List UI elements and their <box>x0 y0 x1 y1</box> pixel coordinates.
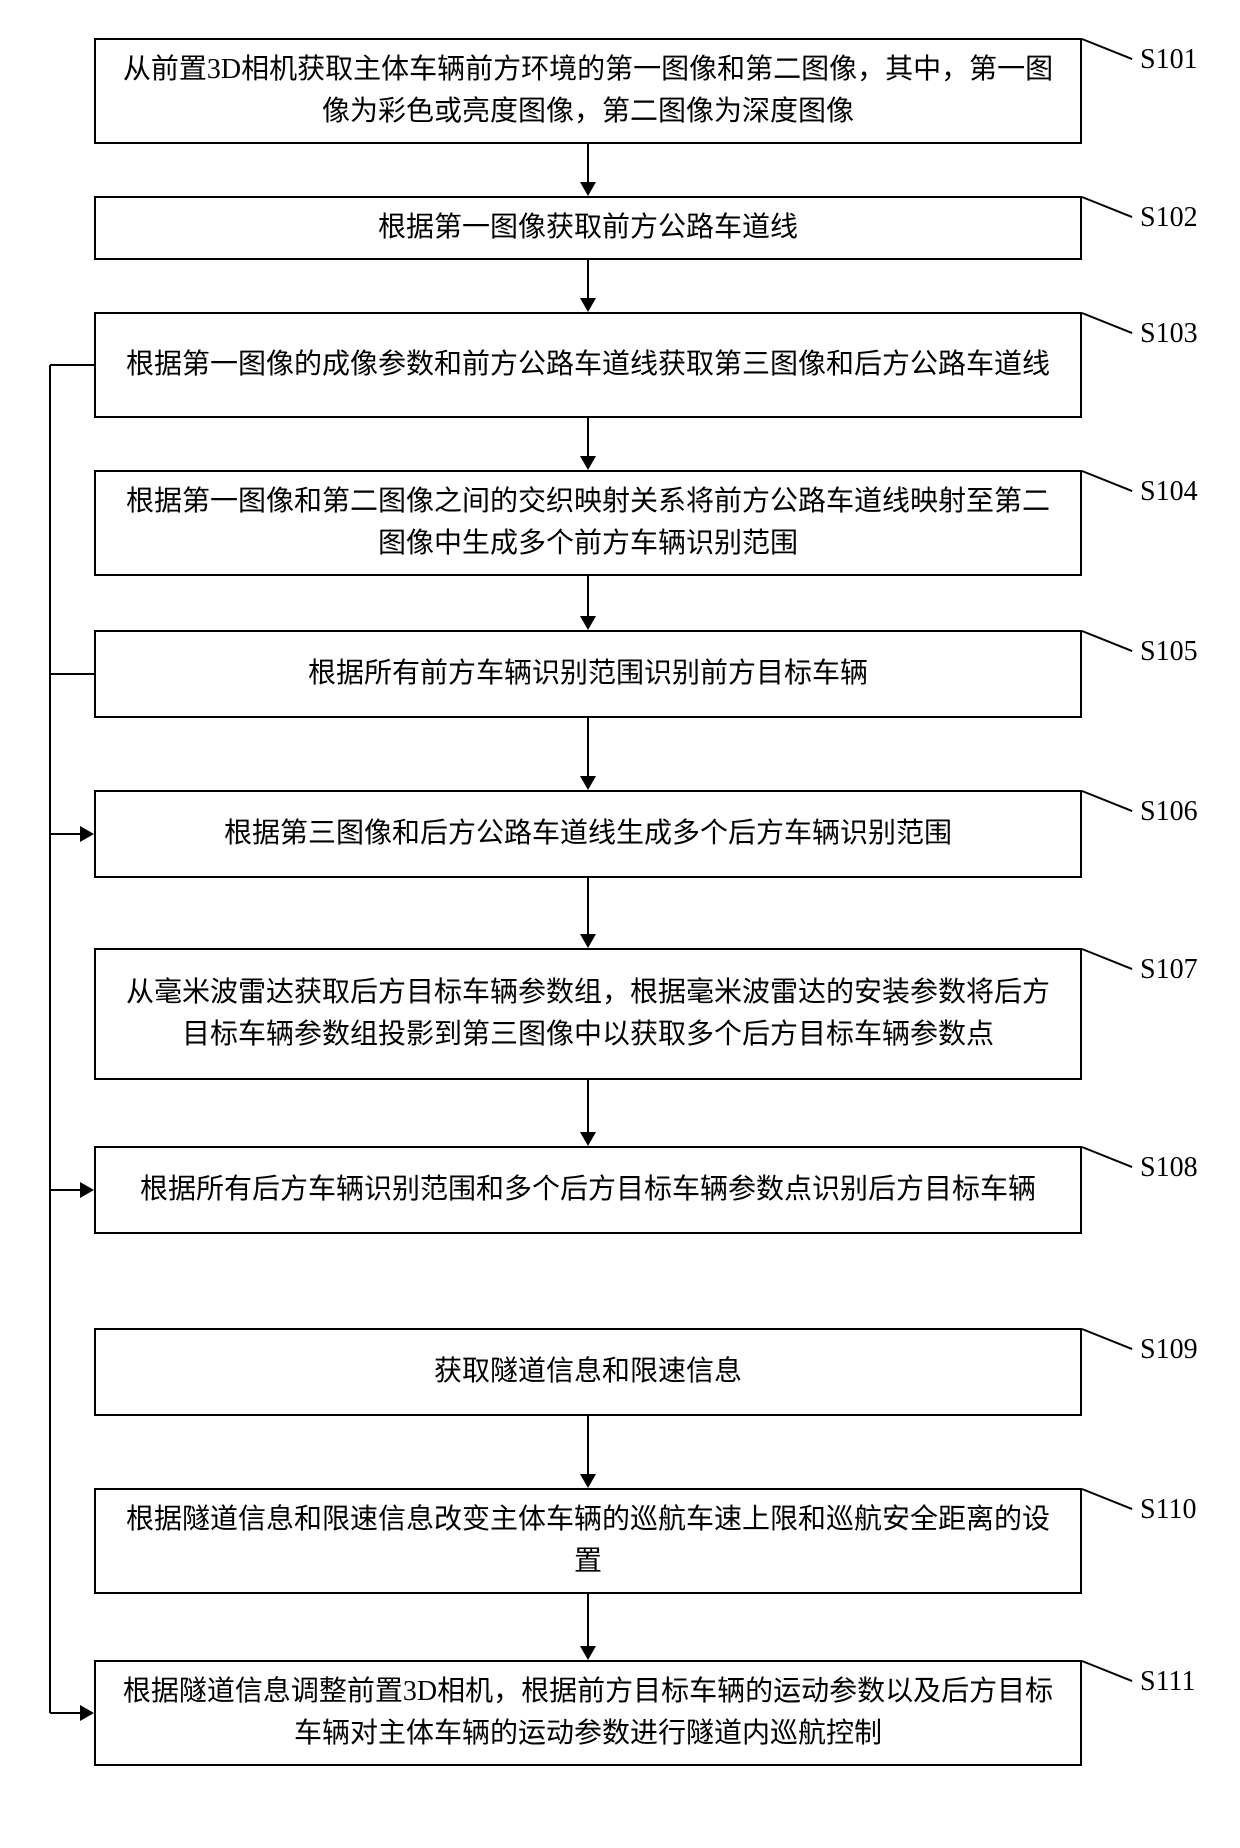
feedback-in-arrowhead <box>80 1182 94 1198</box>
step-box-s101: 从前置3D相机获取主体车辆前方环境的第一图像和第二图像，其中，第一图像为彩色或亮… <box>94 38 1082 144</box>
leader-line <box>1082 948 1133 970</box>
leader-line <box>1082 312 1133 334</box>
arrow-line <box>587 1594 589 1648</box>
arrow-line <box>587 144 589 184</box>
arrow-head <box>580 182 596 196</box>
leader-line <box>1082 630 1133 652</box>
step-label-s107: S107 <box>1140 954 1198 986</box>
feedback-in-arrowhead <box>80 826 94 842</box>
step-text: 根据所有后方车辆识别范围和多个后方目标车辆参数点识别后方目标车辆 <box>140 1169 1036 1211</box>
feedback-out-line <box>50 364 94 366</box>
arrow-head <box>580 298 596 312</box>
arrow-line <box>587 260 589 300</box>
step-box-s103: 根据第一图像的成像参数和前方公路车道线获取第三图像和后方公路车道线 <box>94 312 1082 418</box>
step-label-s111: S111 <box>1140 1666 1196 1698</box>
step-text: 根据第一图像获取前方公路车道线 <box>378 207 798 249</box>
arrow-line <box>587 1080 589 1134</box>
step-text: 根据第一图像和第二图像之间的交织映射关系将前方公路车道线映射至第二图像中生成多个… <box>114 481 1062 565</box>
leader-line <box>1082 1328 1133 1350</box>
step-box-s104: 根据第一图像和第二图像之间的交织映射关系将前方公路车道线映射至第二图像中生成多个… <box>94 470 1082 576</box>
arrow-head <box>580 1474 596 1488</box>
feedback-in-line <box>50 1189 82 1191</box>
leader-line <box>1082 1488 1133 1510</box>
arrow-line <box>587 718 589 778</box>
arrow-head <box>580 1132 596 1146</box>
arrow-head <box>580 934 596 948</box>
step-label-s102: S102 <box>1140 202 1198 234</box>
arrow-head <box>580 616 596 630</box>
step-text: 根据第一图像的成像参数和前方公路车道线获取第三图像和后方公路车道线 <box>126 344 1050 386</box>
step-label-s105: S105 <box>1140 636 1198 668</box>
arrow-head <box>580 1646 596 1660</box>
step-box-s111: 根据隧道信息调整前置3D相机，根据前方目标车辆的运动参数以及后方目标车辆对主体车… <box>94 1660 1082 1766</box>
step-box-s107: 从毫米波雷达获取后方目标车辆参数组，根据毫米波雷达的安装参数将后方目标车辆参数组… <box>94 948 1082 1080</box>
step-box-s109: 获取隧道信息和限速信息 <box>94 1328 1082 1416</box>
leader-line <box>1082 1146 1133 1168</box>
step-text: 从前置3D相机获取主体车辆前方环境的第一图像和第二图像，其中，第一图像为彩色或亮… <box>114 49 1062 133</box>
arrow-line <box>587 418 589 458</box>
step-label-s103: S103 <box>1140 318 1198 350</box>
step-label-s110: S110 <box>1140 1494 1197 1526</box>
step-box-s110: 根据隧道信息和限速信息改变主体车辆的巡航车速上限和巡航安全距离的设置 <box>94 1488 1082 1594</box>
feedback-out-line <box>50 673 94 675</box>
step-label-s108: S108 <box>1140 1152 1198 1184</box>
step-text: 根据隧道信息调整前置3D相机，根据前方目标车辆的运动参数以及后方目标车辆对主体车… <box>114 1671 1062 1755</box>
step-text: 根据第三图像和后方公路车道线生成多个后方车辆识别范围 <box>224 813 952 855</box>
step-label-s101: S101 <box>1140 44 1198 76</box>
leader-line <box>1082 196 1133 218</box>
step-box-s102: 根据第一图像获取前方公路车道线 <box>94 196 1082 260</box>
step-text: 根据所有前方车辆识别范围识别前方目标车辆 <box>308 653 868 695</box>
step-text: 从毫米波雷达获取后方目标车辆参数组，根据毫米波雷达的安装参数将后方目标车辆参数组… <box>114 972 1062 1056</box>
step-box-s106: 根据第三图像和后方公路车道线生成多个后方车辆识别范围 <box>94 790 1082 878</box>
leader-line <box>1082 470 1133 492</box>
step-label-s106: S106 <box>1140 796 1198 828</box>
step-label-s109: S109 <box>1140 1334 1198 1366</box>
step-label-s104: S104 <box>1140 476 1198 508</box>
arrow-line <box>587 1416 589 1476</box>
arrow-head <box>580 776 596 790</box>
feedback-in-arrowhead <box>80 1705 94 1721</box>
step-box-s108: 根据所有后方车辆识别范围和多个后方目标车辆参数点识别后方目标车辆 <box>94 1146 1082 1234</box>
arrow-line <box>587 878 589 936</box>
leader-line <box>1082 790 1133 812</box>
step-text: 获取隧道信息和限速信息 <box>434 1351 742 1393</box>
arrow-head <box>580 456 596 470</box>
feedback-bus <box>49 365 51 1713</box>
feedback-in-line <box>50 833 82 835</box>
arrow-line <box>587 576 589 618</box>
leader-line <box>1082 1660 1133 1682</box>
step-text: 根据隧道信息和限速信息改变主体车辆的巡航车速上限和巡航安全距离的设置 <box>114 1499 1062 1583</box>
leader-line <box>1082 38 1133 60</box>
step-box-s105: 根据所有前方车辆识别范围识别前方目标车辆 <box>94 630 1082 718</box>
feedback-in-line <box>50 1712 82 1714</box>
